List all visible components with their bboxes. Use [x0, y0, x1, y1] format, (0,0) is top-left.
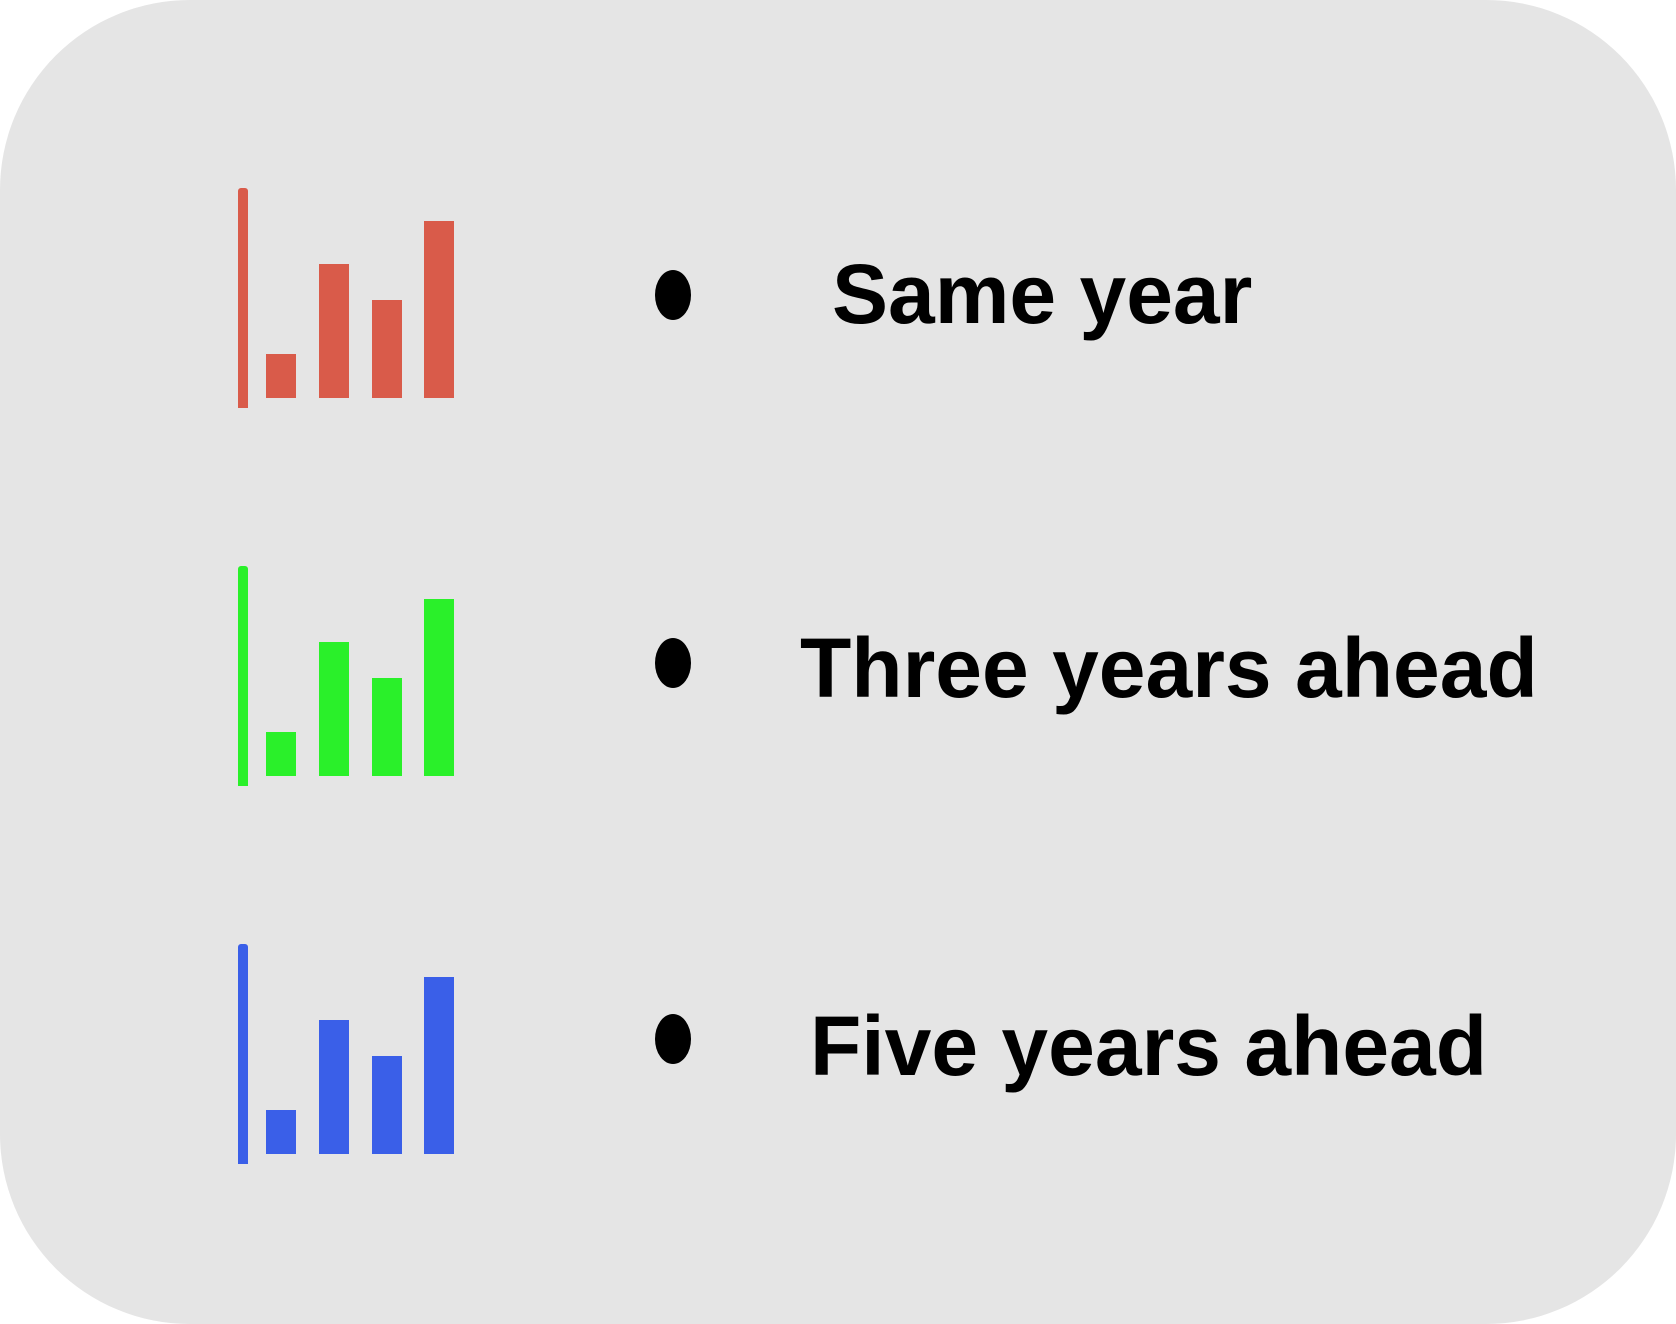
bar-chart-icon: [238, 566, 454, 786]
legend-label: Five years ahead: [810, 999, 1488, 1093]
bullet-icon: [655, 1014, 691, 1064]
bullet-icon: [655, 270, 691, 320]
bullet-icon: [655, 638, 691, 688]
bar-chart-icon: [238, 944, 454, 1164]
legend-item-three-years-ahead: Three years ahead: [0, 518, 1676, 786]
bar-chart-icon: [238, 188, 454, 408]
legend-label: Three years ahead: [800, 621, 1538, 715]
legend-item-five-years-ahead: Five years ahead: [0, 896, 1676, 1164]
legend-label: Same year: [832, 247, 1253, 341]
legend-item-same-year: Same year: [0, 140, 1676, 408]
